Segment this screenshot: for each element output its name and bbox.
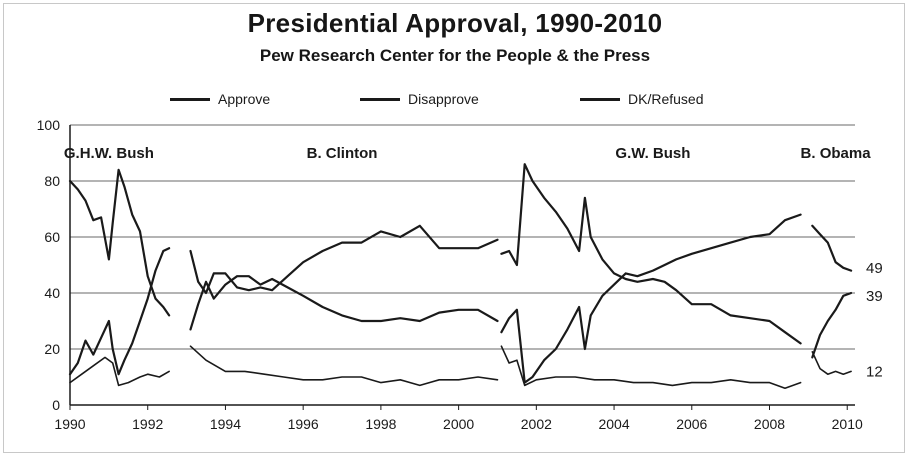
x-tick-label-2000: 2000 bbox=[443, 416, 474, 432]
x-tick-label-1994: 1994 bbox=[210, 416, 241, 432]
series-line-approve-segment-1 bbox=[68, 168, 171, 317]
chart-legend: Approve Disapprove DK/Refused bbox=[0, 89, 910, 109]
x-tick-label-2010: 2010 bbox=[832, 416, 863, 432]
end-label-39: 39 bbox=[866, 288, 883, 305]
y-tick-label-100: 100 bbox=[37, 117, 61, 133]
series-line-approve-segment-2 bbox=[189, 224, 499, 295]
series-line-approve-segment-4 bbox=[811, 224, 853, 272]
x-tick-label-1992: 1992 bbox=[132, 416, 163, 432]
series-line-disapprove-segment-2 bbox=[189, 275, 499, 331]
legend-item-disapprove: Disapprove bbox=[360, 89, 479, 109]
y-tick-label-0: 0 bbox=[52, 397, 60, 413]
legend-item-approve: Approve bbox=[170, 89, 270, 109]
series-line-disapprove-segment-4 bbox=[811, 291, 853, 359]
x-tick-label-1998: 1998 bbox=[365, 416, 396, 432]
legend-swatch-dk-refused bbox=[580, 97, 620, 101]
x-tick-label-1996: 1996 bbox=[288, 416, 319, 432]
legend-label-approve: Approve bbox=[218, 91, 271, 107]
legend-label-dk-refused: DK/Refused bbox=[628, 91, 704, 107]
series-line-disapprove-segment-3 bbox=[500, 213, 802, 384]
legend-swatch-approve bbox=[170, 97, 210, 101]
era-label-b-obama: B. Obama bbox=[801, 145, 872, 162]
series-line-approve-segment-3 bbox=[500, 163, 802, 345]
series-line-dk-refused-segment-4 bbox=[811, 351, 852, 375]
y-tick-label-60: 60 bbox=[44, 229, 60, 245]
y-tick-label-20: 20 bbox=[44, 341, 60, 357]
x-tick-label-1990: 1990 bbox=[54, 416, 85, 432]
y-tick-label-40: 40 bbox=[44, 285, 60, 301]
era-label-b-clinton: B. Clinton bbox=[307, 145, 378, 162]
end-label-49: 49 bbox=[866, 260, 883, 277]
series-line-dk-refused-segment-3 bbox=[500, 345, 802, 389]
y-tick-label-80: 80 bbox=[44, 173, 60, 189]
legend-swatch-disapprove bbox=[360, 97, 400, 101]
legend-label-disapprove: Disapprove bbox=[408, 91, 479, 107]
chart-title: Presidential Approval, 1990-2010 bbox=[247, 8, 663, 38]
legend-item-dk-refused: DK/Refused bbox=[580, 89, 703, 109]
series-line-dk-refused-segment-1 bbox=[69, 356, 170, 387]
end-label-12: 12 bbox=[866, 363, 883, 380]
series-line-dk-refused-segment-2 bbox=[189, 345, 499, 387]
chart-subtitle: Pew Research Center for the People & the… bbox=[259, 46, 651, 65]
era-label-g-w-bush: G.W. Bush bbox=[615, 145, 690, 162]
x-tick-label-2008: 2008 bbox=[754, 416, 785, 432]
x-tick-label-2004: 2004 bbox=[598, 416, 629, 432]
era-label-g-h-w-bush: G.H.W. Bush bbox=[64, 145, 154, 162]
chart-frame bbox=[3, 3, 905, 453]
x-tick-label-2002: 2002 bbox=[521, 416, 552, 432]
x-tick-label-2006: 2006 bbox=[676, 416, 707, 432]
series-line-disapprove-segment-1 bbox=[68, 247, 171, 376]
